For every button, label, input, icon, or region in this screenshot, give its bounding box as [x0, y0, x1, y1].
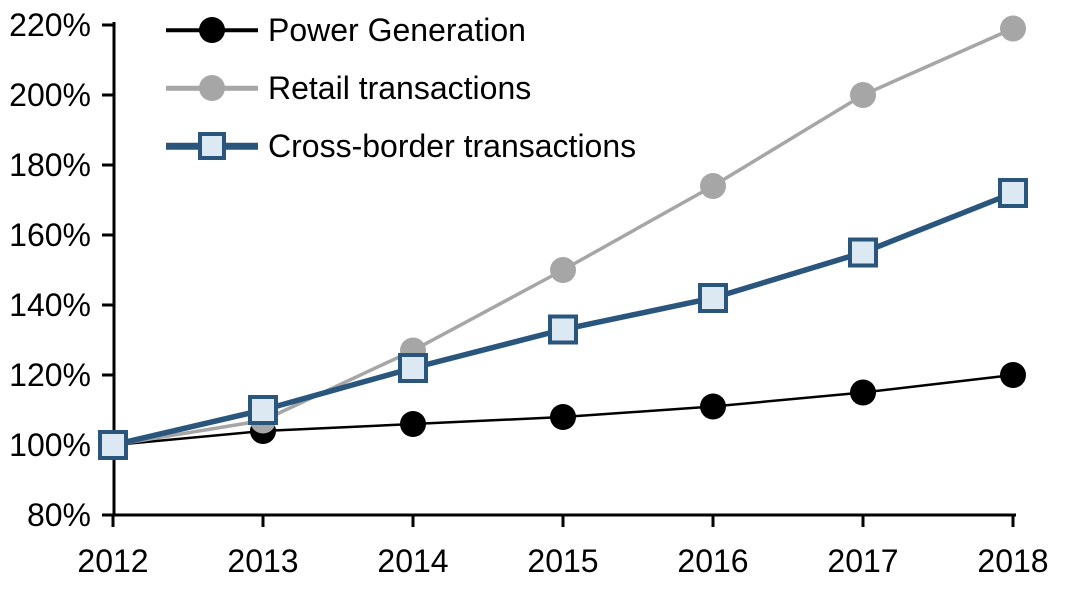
data-point-retail-transactions [1000, 15, 1026, 42]
data-point-cross-border-transactions [398, 353, 428, 383]
data-point-cross-border-transactions [248, 395, 278, 425]
data-point-power-generation [850, 379, 876, 406]
y-tick-label: 220% [9, 7, 91, 43]
data-point-power-generation [550, 404, 576, 430]
y-tick-label: 180% [9, 147, 91, 183]
x-tick-label: 2017 [827, 543, 898, 579]
chart-legend: Power Generation Retail transactions Cro… [166, 1, 636, 175]
legend-label: Cross-border transactions [268, 128, 637, 164]
y-tick-label: 80% [27, 497, 91, 533]
x-tick-label: 2013 [227, 543, 298, 579]
x-tick-label: 2015 [527, 543, 598, 579]
x-tick-label: 2018 [977, 543, 1048, 579]
y-tick-label: 120% [9, 357, 91, 393]
x-tick-label: 2012 [77, 543, 148, 579]
data-point-power-generation [700, 393, 726, 420]
square-marker-icon [198, 132, 226, 160]
data-point-retail-transactions [700, 173, 726, 199]
legend-label: Power Generation [268, 12, 526, 48]
y-tick-label: 100% [9, 427, 91, 463]
data-point-power-generation [400, 411, 426, 437]
data-point-cross-border-transactions [698, 283, 728, 313]
data-point-cross-border-transactions [548, 314, 578, 345]
data-point-power-generation [1000, 362, 1026, 388]
data-point-retail-transactions [550, 257, 576, 283]
data-point-retail-transactions [850, 82, 876, 108]
legend-sample-cross-border-transactions [166, 129, 258, 163]
circle-marker-icon [199, 75, 225, 101]
circle-marker-icon [199, 17, 225, 43]
legend-item-power-generation: Power Generation [166, 1, 636, 59]
legend-item-retail-transactions: Retail transactions [166, 59, 636, 117]
legend-sample-power-generation [166, 13, 258, 47]
x-tick-label: 2016 [677, 543, 748, 579]
y-tick-label: 140% [9, 287, 91, 323]
x-tick-label: 2014 [377, 543, 448, 579]
y-tick-label: 200% [9, 77, 91, 113]
data-point-cross-border-transactions [848, 237, 878, 268]
data-point-cross-border-transactions [98, 430, 128, 460]
legend-item-cross-border-transactions: Cross-border transactions [166, 117, 636, 175]
legend-label: Retail transactions [268, 70, 532, 106]
legend-sample-retail-transactions [166, 71, 258, 105]
y-tick-label: 160% [9, 217, 91, 253]
data-point-cross-border-transactions [998, 178, 1028, 208]
